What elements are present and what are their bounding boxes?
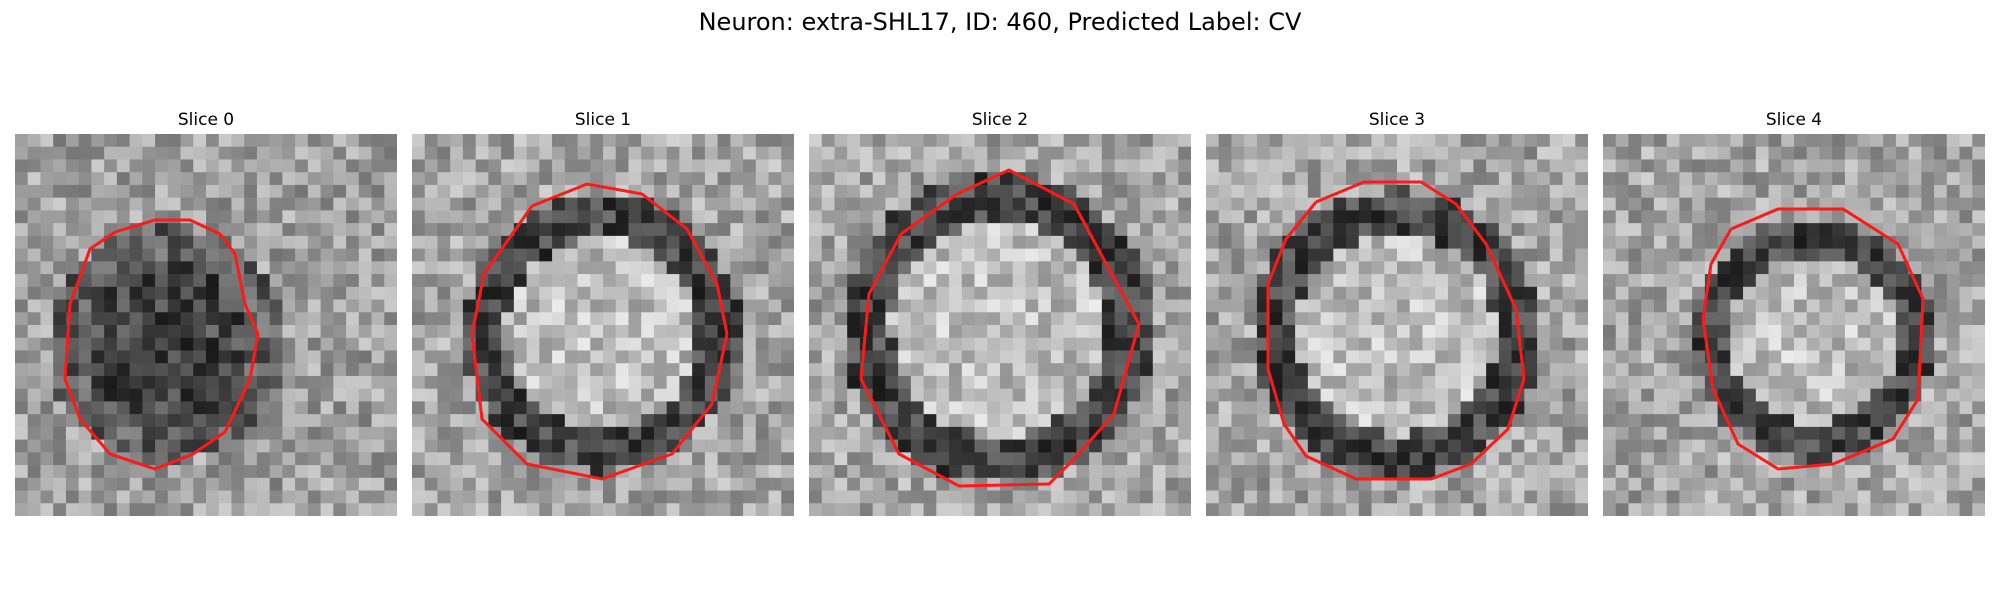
- grayscale-texture: [809, 134, 1191, 516]
- grayscale-texture: [15, 134, 397, 516]
- slice-panel-3: Slice 3: [1206, 110, 1588, 520]
- slice-panel-2: Slice 2: [809, 110, 1191, 520]
- slice-image-2: [809, 134, 1191, 516]
- slice-panel-4: Slice 4: [1603, 110, 1985, 520]
- contour-outline: [1266, 180, 1526, 481]
- contour-outline: [63, 218, 260, 471]
- slice-image-0: [15, 134, 397, 516]
- grayscale-texture: [1206, 134, 1588, 516]
- slice-title-4: Slice 4: [1765, 110, 1823, 130]
- slice-title-1: Slice 1: [574, 110, 632, 130]
- slice-image-1: [412, 134, 794, 516]
- figure-title: Neuron: extra-SHL17, ID: 460, Predicted …: [698, 8, 1302, 36]
- slice-title-3: Slice 3: [1368, 110, 1426, 130]
- contour-outline: [1701, 207, 1925, 471]
- slice-panel-0: Slice 0: [15, 110, 397, 520]
- contour-outline: [470, 182, 729, 481]
- slice-image-3: [1206, 134, 1588, 516]
- grayscale-texture: [412, 134, 794, 516]
- contour-outline: [859, 168, 1141, 488]
- slice-title-2: Slice 2: [971, 110, 1029, 130]
- slice-image-4: [1603, 134, 1985, 516]
- slice-title-0: Slice 0: [177, 110, 235, 130]
- grayscale-texture: [1603, 134, 1985, 516]
- slice-panel-1: Slice 1: [412, 110, 794, 520]
